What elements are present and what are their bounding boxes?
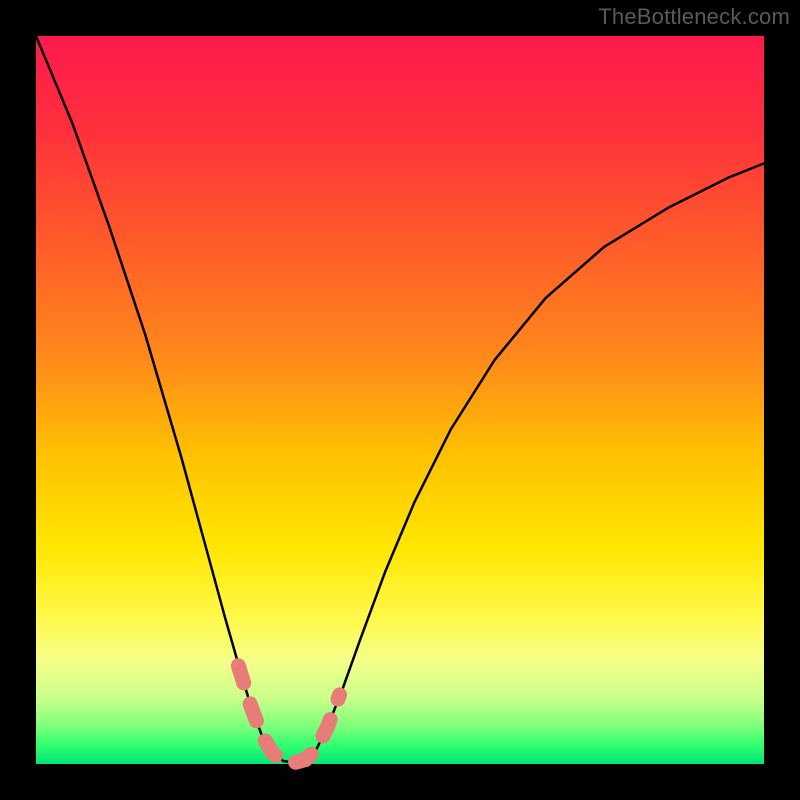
watermark-text: TheBottleneck.com (598, 4, 790, 30)
chart-container: TheBottleneck.com (0, 0, 800, 800)
plot-background (36, 36, 764, 764)
bottleneck-chart (0, 0, 800, 800)
